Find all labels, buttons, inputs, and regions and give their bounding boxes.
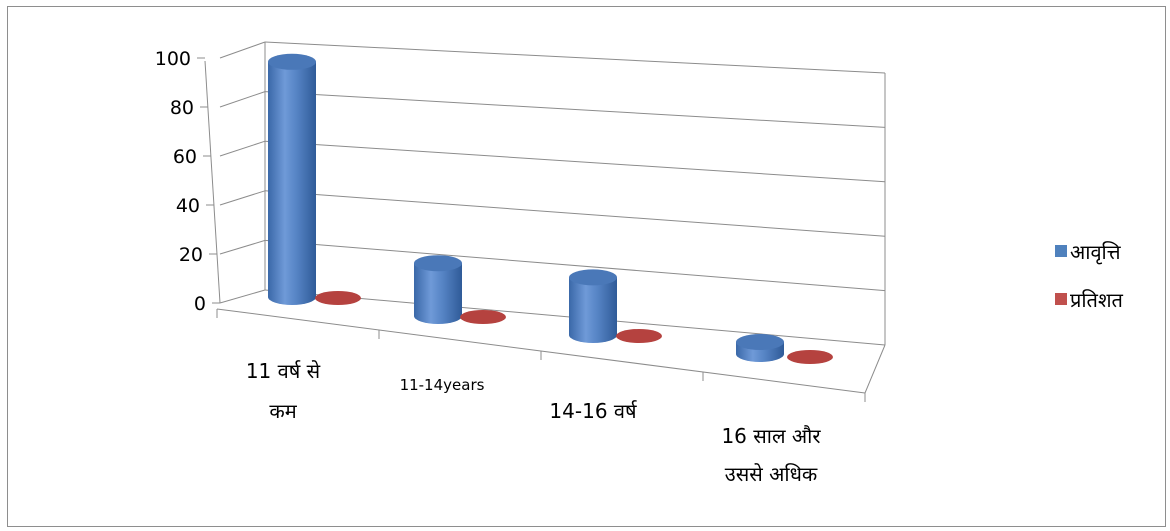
series-1-cylinder	[736, 334, 784, 362]
y-tick-label: 60	[173, 146, 197, 168]
labels: 0 20 40 60 80 100 11 वर्ष से कम 11-14years 14-16 …	[155, 48, 822, 486]
gridlines	[219, 41, 886, 346]
legend-label: आवृत्ति	[1070, 240, 1122, 265]
gridline-side	[219, 289, 266, 304]
legend-swatch	[1055, 245, 1067, 257]
gridline-side	[219, 41, 266, 59]
bar-top	[268, 53, 316, 70]
gridline-side	[219, 140, 266, 157]
y-axis-line	[204, 60, 221, 304]
x-category-label: उससे अधिक	[725, 462, 818, 486]
series-2-disk	[616, 329, 662, 343]
bar-top	[569, 269, 617, 286]
series-2-disk	[460, 310, 506, 324]
bar-top	[787, 350, 833, 364]
y-tick-label: 100	[155, 48, 191, 70]
x-category-label: कम	[269, 399, 297, 423]
gridline-back	[264, 140, 886, 183]
bar-top	[414, 255, 462, 272]
x-category-label: 16 साल और	[721, 424, 821, 448]
legend-swatch	[1055, 293, 1067, 305]
bar-top	[315, 291, 361, 305]
series-1-cylinder	[569, 269, 617, 343]
bar-body	[268, 61, 316, 305]
series-2-disk	[787, 350, 833, 364]
x-category-label: 11-14years	[400, 376, 485, 394]
series-2-disk	[315, 291, 361, 305]
legend-label: प्रतिशत	[1070, 288, 1124, 312]
axes	[197, 57, 886, 402]
x-category-label: 11 वर्ष से	[246, 359, 321, 383]
bar-top	[616, 329, 662, 343]
gridline-side	[219, 190, 266, 206]
floor-edge-right	[864, 344, 886, 394]
bar-top	[736, 334, 784, 350]
bar-top	[460, 310, 506, 324]
y-tick-label: 40	[176, 195, 200, 217]
gridline-back	[264, 41, 886, 74]
gridline-back	[264, 239, 886, 292]
bar-body	[414, 263, 462, 324]
series-1-cylinder	[414, 255, 462, 324]
y-tick-label: 20	[179, 244, 203, 266]
y-tick-label: 80	[170, 97, 194, 119]
series-1-cylinder	[268, 53, 316, 305]
y-tick-label: 0	[194, 293, 206, 315]
bar-body	[569, 277, 617, 343]
gridline-back	[264, 91, 886, 128]
gridline-back	[264, 190, 886, 237]
legend: आवृत्ति प्रतिशत	[1055, 240, 1124, 312]
bars	[268, 53, 833, 364]
x-category-label: 14-16 वर्ष	[549, 399, 637, 423]
gridline-side	[219, 239, 266, 255]
gridline-side	[219, 91, 266, 108]
